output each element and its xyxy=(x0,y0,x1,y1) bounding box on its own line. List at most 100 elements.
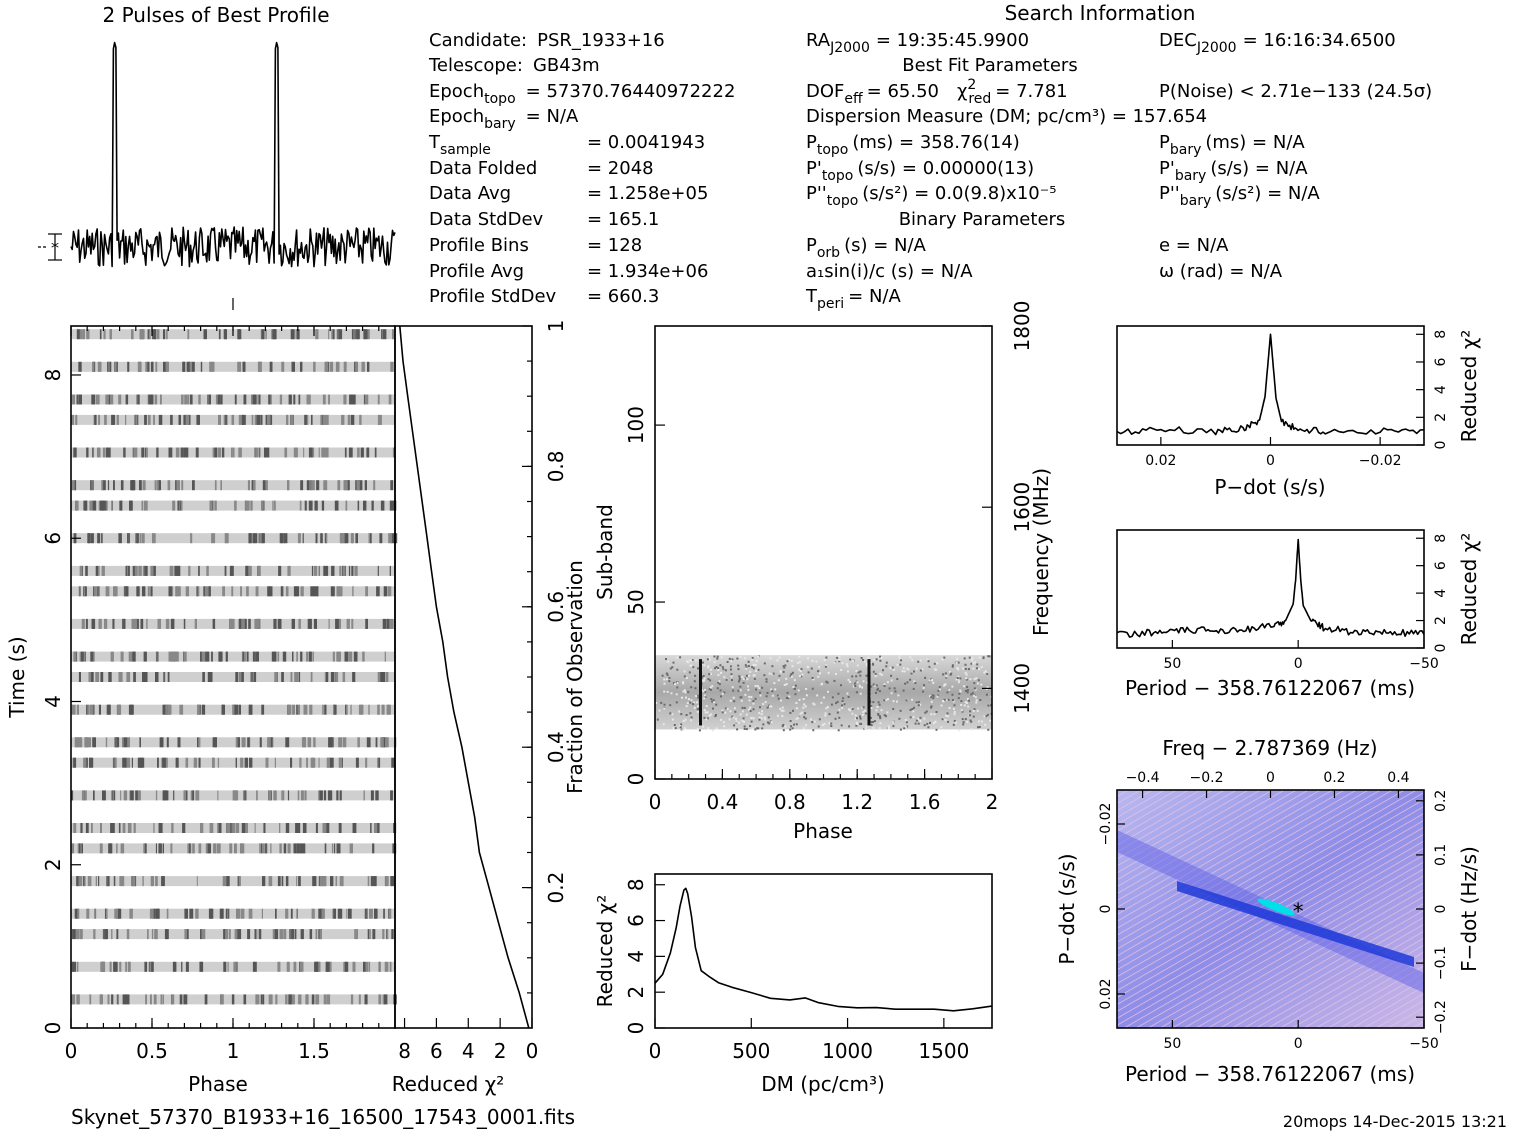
subband-pixel xyxy=(892,708,895,710)
subband-pixel xyxy=(852,660,855,662)
subband-pixel xyxy=(930,696,933,699)
time-row-pixel xyxy=(149,908,154,919)
time-row-pixel xyxy=(131,329,134,340)
time-row-pixel xyxy=(344,480,348,491)
time-row xyxy=(71,737,395,748)
time-row-pixel xyxy=(251,500,253,511)
time-row-pixel xyxy=(116,843,118,854)
time-row-pixel xyxy=(118,533,122,544)
time-row-pixel xyxy=(83,757,87,768)
subband-y2label: Frequency (MHz) xyxy=(1029,468,1053,636)
time-row xyxy=(71,672,395,682)
subband-pixel xyxy=(870,661,873,664)
time-row-pixel xyxy=(150,394,154,405)
subband-pixel xyxy=(710,713,713,716)
time-row-pixel xyxy=(267,414,269,425)
subband-pixel xyxy=(855,721,858,724)
subband-pixel xyxy=(729,668,732,671)
time-row-pixel xyxy=(90,651,94,662)
time-row-pixel xyxy=(304,500,307,511)
time-row-pixel xyxy=(381,329,383,340)
time-row-pixel xyxy=(254,618,257,629)
x-tick-label: 0.8 xyxy=(774,790,806,814)
subband-pixel xyxy=(912,687,915,690)
subband-pixel xyxy=(957,681,960,684)
time-row-pixel xyxy=(126,565,128,576)
time-row-pixel xyxy=(101,961,106,972)
time-row-pixel xyxy=(177,500,179,511)
subband-pixel xyxy=(917,660,920,663)
time-row-pixel xyxy=(336,790,339,801)
time-row-pixel xyxy=(183,618,186,629)
time-row-pixel xyxy=(321,414,324,425)
subband-pixel xyxy=(851,675,854,678)
time-row-pixel xyxy=(134,414,136,425)
time-row-pixel xyxy=(296,908,298,919)
time-row-pixel xyxy=(339,790,342,801)
subband-pixel xyxy=(874,673,877,676)
subband-pixel xyxy=(878,703,881,706)
subband-pixel xyxy=(756,685,759,688)
time-row-pixel xyxy=(226,876,230,887)
subband-pixel xyxy=(948,689,951,692)
time-row-pixel xyxy=(225,929,229,940)
time-row-pixel xyxy=(315,329,319,340)
subband-pixel xyxy=(848,708,850,711)
time-row-pixel xyxy=(380,672,384,682)
subband-pixel xyxy=(711,729,714,732)
subband-pixel xyxy=(838,660,841,663)
subband-pixel xyxy=(662,723,665,726)
subband-pixel xyxy=(675,701,678,704)
subband-pixel xyxy=(711,700,714,703)
pbary-line: Pbary (ms) = N/A xyxy=(1159,132,1305,158)
time-row-pixel xyxy=(271,651,276,662)
subband-band xyxy=(655,655,992,730)
y-tick-label: 0.8 xyxy=(544,450,568,482)
time-row-pixel xyxy=(168,704,172,715)
info-row: Tsample = 0.0041943 xyxy=(428,132,705,158)
x-tick-label: 500 xyxy=(732,1039,770,1063)
time-row-pixel xyxy=(324,565,329,576)
subband-pixel xyxy=(861,686,864,689)
subband-pixel xyxy=(860,657,863,659)
time-row-pixel xyxy=(338,329,343,340)
subband-pixel xyxy=(797,716,800,719)
subband-pixel xyxy=(972,715,975,718)
subband-pixel xyxy=(955,661,958,664)
subband-pixel xyxy=(789,711,792,714)
time-row-pixel xyxy=(81,651,84,662)
time-row-pixel xyxy=(75,414,78,425)
time-row-pixel xyxy=(181,394,184,405)
time-row-pixel xyxy=(361,361,365,372)
subband-pixel xyxy=(824,665,827,668)
subband-pixel xyxy=(755,727,758,730)
time-row-pixel xyxy=(220,994,224,1005)
profile-line xyxy=(70,41,396,268)
time-row-pixel xyxy=(255,929,258,940)
subband-pixel xyxy=(762,723,765,726)
subband-pixel xyxy=(873,659,876,661)
subband-pixel xyxy=(983,671,986,674)
time-row-pixel xyxy=(370,823,372,833)
time-row-pixel xyxy=(386,929,388,940)
subband-pixel xyxy=(883,714,886,717)
subband-pixel xyxy=(764,718,767,721)
subband-pixel xyxy=(983,715,986,718)
subband-pixel xyxy=(701,676,704,679)
subband-pixel xyxy=(696,708,699,711)
time-row-pixel xyxy=(79,651,82,662)
time-row-pixel xyxy=(310,480,312,491)
subband-pixel xyxy=(856,664,859,667)
time-row-pixel xyxy=(351,414,355,425)
subband-pixel xyxy=(826,706,829,709)
subband-pixel xyxy=(710,672,712,675)
time-row-pixel xyxy=(232,704,236,715)
time-row-pixel xyxy=(377,823,380,833)
time-row-pixel xyxy=(331,843,334,854)
time-row-pixel xyxy=(245,823,248,833)
subband-pixel xyxy=(737,689,740,692)
subband-pixel xyxy=(903,727,906,730)
time-row-pixel xyxy=(218,329,221,340)
subband-pixel xyxy=(685,677,688,679)
subband-pixel xyxy=(980,666,983,669)
